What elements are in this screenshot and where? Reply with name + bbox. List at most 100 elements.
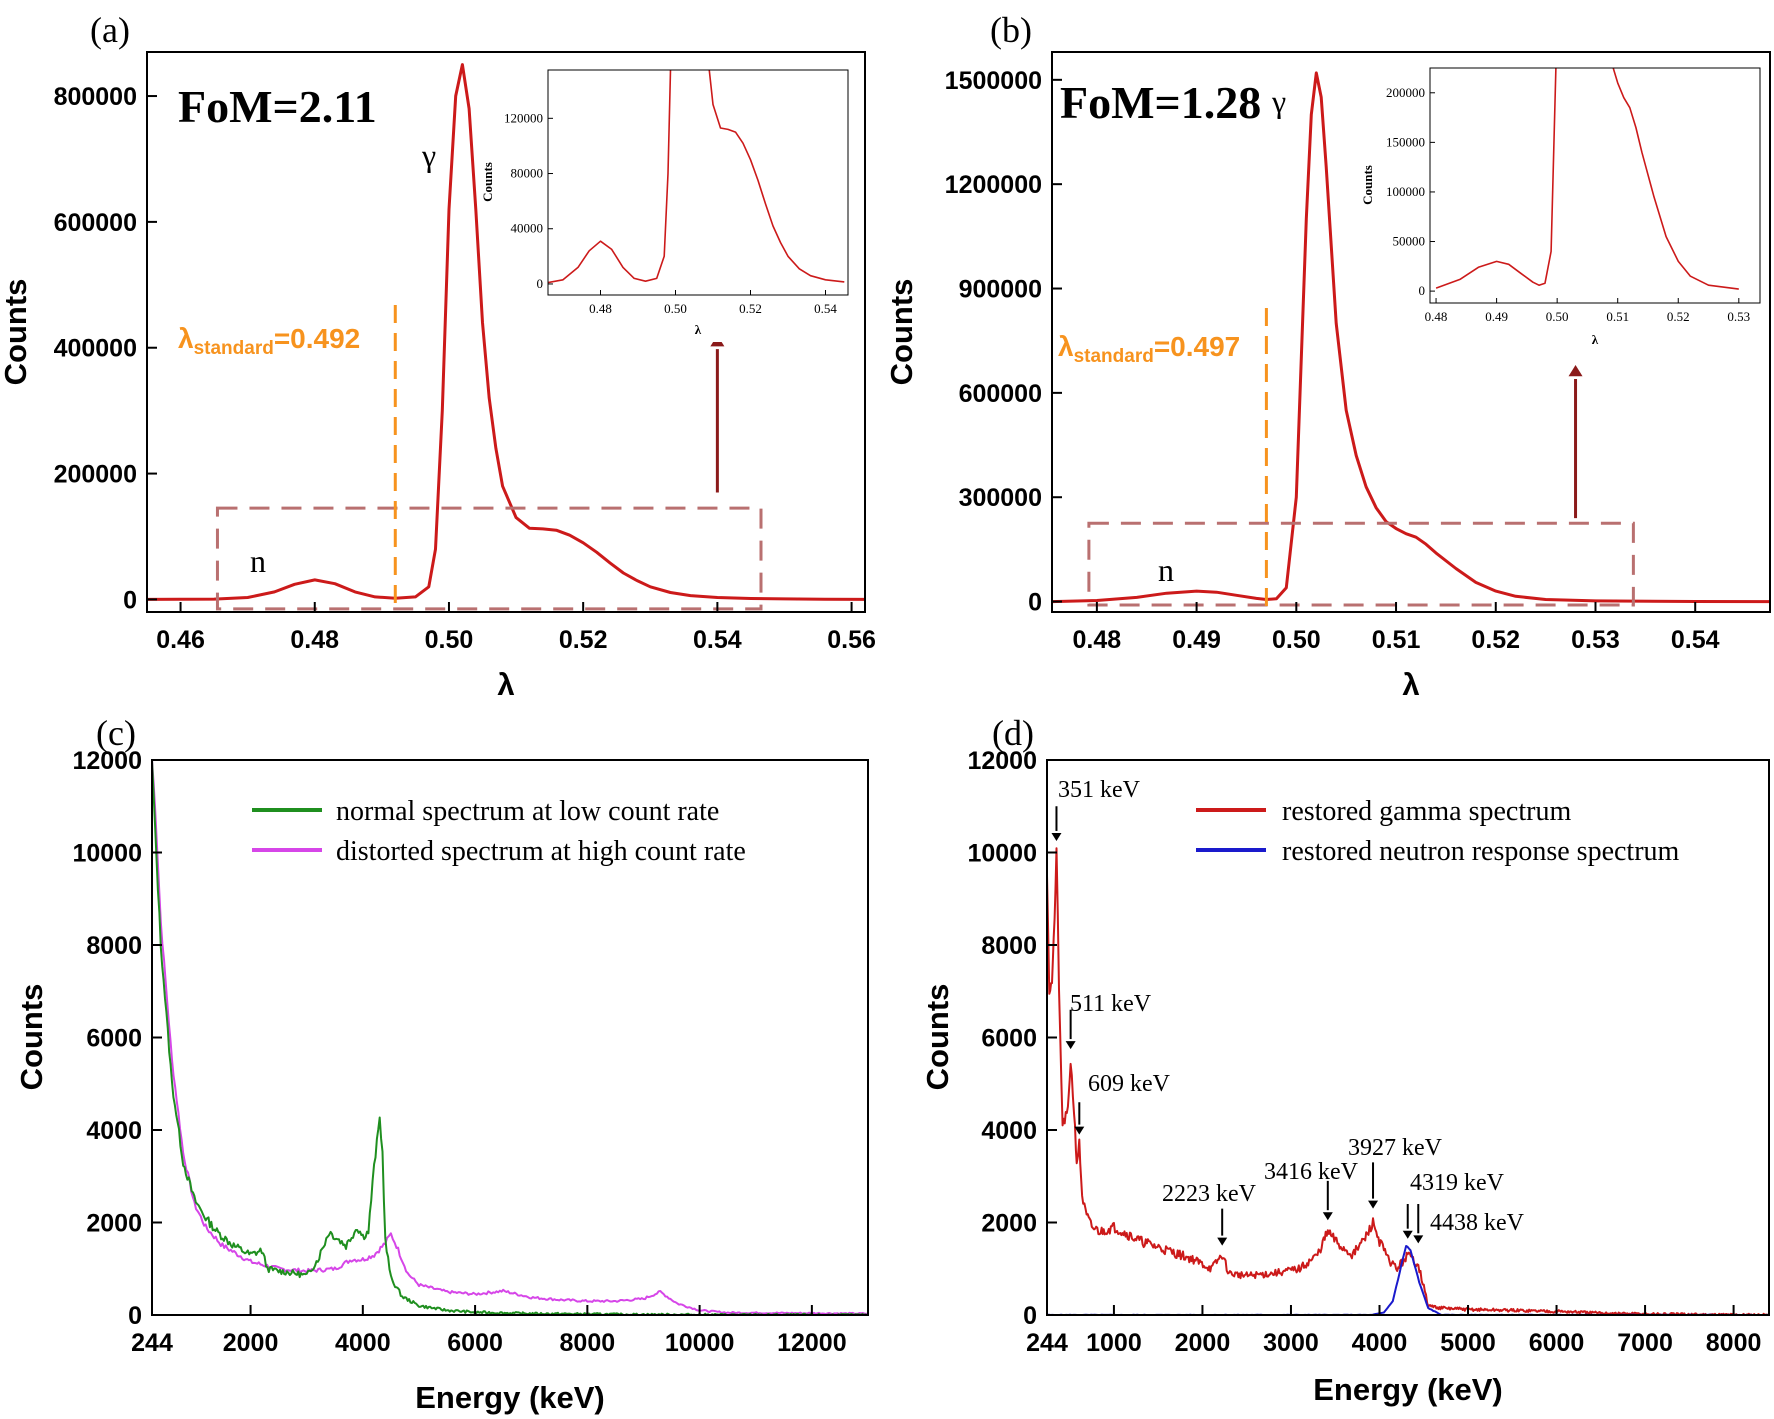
panel-label-d: (d) <box>992 713 1034 753</box>
b-x-tick-label-5: 0.53 <box>1571 626 1620 654</box>
c-legend: normal spectrum at low count rate distor… <box>252 796 746 867</box>
c-x-tick-label-0: 244 <box>131 1329 173 1357</box>
a-inset-y-tick-label-1: 40000 <box>511 221 544 236</box>
b-y-tick-label-5: 1500000 <box>945 67 1042 95</box>
d-x-ticks: 244 1000 2000 3000 4000 5000 6000 7000 8000 <box>1026 1305 1761 1357</box>
c-y-tick-label-4: 8000 <box>86 932 142 960</box>
peak-label-351: 351 keV <box>1058 777 1141 803</box>
c-x-tick-label-1: 2000 <box>223 1329 279 1357</box>
b-inset-y-tick-label-0: 0 <box>1419 283 1426 298</box>
a-y-tick-label-0: 0 <box>123 586 137 614</box>
c-x-tick-label-3: 6000 <box>447 1329 503 1357</box>
b-gamma-label: γ <box>1271 83 1286 119</box>
panel-d: (d) 244 1000 2000 3000 4000 5000 6000 7000 8000 … <box>920 713 1770 1407</box>
c-x-tick-label-6: 12000 <box>777 1329 847 1357</box>
panel-label-c: (c) <box>96 713 136 753</box>
c-x-tick-label-5: 10000 <box>665 1329 735 1357</box>
peak-label-4319: 4319 keV <box>1410 1170 1505 1196</box>
d-peak-arrow-head-4319 <box>1402 1230 1413 1239</box>
d-legend-label-red: restored gamma spectrum <box>1282 796 1571 827</box>
b-inset-line <box>1435 68 1739 290</box>
d-y-tick-label-0: 0 <box>1023 1302 1037 1330</box>
b-inset-x-ticks: 0.48 0.49 0.50 0.51 0.52 0.53 <box>1425 298 1750 324</box>
b-fom-annotation: FoM=1.28 <box>1060 77 1261 128</box>
a-gamma-label: γ <box>421 137 436 173</box>
d-y-tick-label-3: 6000 <box>981 1025 1037 1053</box>
b-x-tick-label-2: 0.50 <box>1272 626 1321 654</box>
b-plot-frame <box>1051 51 1771 613</box>
d-y-tick-label-5: 10000 <box>967 840 1037 868</box>
d-peak-arrow-head-2223 <box>1217 1237 1228 1246</box>
a-y-tick-label-1: 200000 <box>54 461 137 489</box>
b-inset-x-tick-label-0: 0.48 <box>1425 309 1448 324</box>
peak-label-3927: 3927 keV <box>1348 1135 1443 1161</box>
d-y-axis-label: Counts <box>920 984 955 1091</box>
d-x-tick-label-2: 2000 <box>1175 1329 1231 1357</box>
d-x-tick-label-4: 4000 <box>1352 1329 1408 1357</box>
c-x-tick-label-2: 4000 <box>335 1329 391 1357</box>
b-inset-background <box>1365 62 1767 352</box>
a-psd-line <box>146 63 866 601</box>
d-peak-arrow-head-3416 <box>1322 1212 1333 1221</box>
c-y-tick-label-6: 12000 <box>72 747 142 775</box>
b-inset-y-tick-label-4: 200000 <box>1386 85 1425 100</box>
a-inset-y-ticks: 0 40000 80000 120000 <box>504 110 553 291</box>
b-y-tick-label-1: 300000 <box>959 484 1042 512</box>
a-inset-line <box>548 70 845 284</box>
b-inset-x-tick-label-5: 0.53 <box>1727 309 1750 324</box>
a-inset-frame <box>547 69 849 296</box>
b-x-tick-label-4: 0.52 <box>1471 626 1520 654</box>
b-psd-line <box>1051 71 1771 604</box>
a-inset-y-label: Counts <box>480 162 495 202</box>
d-x-tick-label-5: 5000 <box>1440 1329 1496 1357</box>
a-inset-x-tick-label-2: 0.52 <box>739 301 762 316</box>
b-zoom-box-layer <box>1087 521 1635 607</box>
a-x-tick-label-1: 0.48 <box>290 626 339 654</box>
b-inset-clip-group <box>1435 68 1739 290</box>
b-inset-y-tick-label-1: 50000 <box>1393 234 1426 249</box>
d-peak-arrow-head-351 <box>1051 832 1062 841</box>
d-y-tick-label-6: 12000 <box>967 747 1037 775</box>
a-inset-x-tick-label-0: 0.48 <box>589 301 612 316</box>
d-x-tick-label-3: 3000 <box>1263 1329 1319 1357</box>
a-x-tick-label-4: 0.54 <box>693 626 742 654</box>
a-y-tick-label-3: 600000 <box>54 209 137 237</box>
b-lambda-standard-annotation: λstandard=0.497 <box>1058 331 1240 367</box>
peak-label-2223: 2223 keV <box>1162 1181 1257 1207</box>
d-y-tick-label-4: 8000 <box>981 932 1037 960</box>
a-inset-curve-layer <box>548 70 845 284</box>
a-inset-background <box>490 62 862 342</box>
panel-c: (c) 244 2000 4000 6000 8000 10000 12000 0 2000 4… <box>14 713 869 1415</box>
b-y-ticks: 0 300000 600000 900000 1200000 1500000 <box>945 67 1062 617</box>
d-y-ticks: 0 2000 4000 6000 8000 10000 12000 <box>967 747 1057 1330</box>
panel-label-a: (a) <box>90 10 130 50</box>
b-y-tick-label-3: 900000 <box>959 276 1042 304</box>
c-y-tick-label-3: 6000 <box>86 1025 142 1053</box>
c-y-tick-label-5: 10000 <box>72 840 142 868</box>
c-x-ticks: 244 2000 4000 6000 8000 10000 12000 <box>131 1305 847 1357</box>
a-arrow-layer <box>710 335 725 493</box>
c-x-tick-label-4: 8000 <box>560 1329 616 1357</box>
d-legend: restored gamma spectrum restored neutron… <box>1196 796 1680 867</box>
a-plot-frame <box>146 51 866 613</box>
a-y-tick-label-4: 800000 <box>54 83 137 111</box>
b-y-tick-label-4: 1200000 <box>945 171 1042 199</box>
d-x-tick-label-8: 8000 <box>1706 1329 1762 1357</box>
peak-label-4438: 4438 keV <box>1430 1210 1525 1236</box>
b-inset-y-label: Counts <box>1360 165 1375 205</box>
d-x-tick-label-0: 244 <box>1026 1329 1068 1357</box>
a-inset-y-tick-label-3: 120000 <box>504 110 543 125</box>
b-y-tick-label-0: 0 <box>1028 589 1042 617</box>
b-inset-curve-layer <box>1435 68 1739 290</box>
b-arrow-layer <box>1568 365 1583 519</box>
b-inset-x-tick-label-4: 0.52 <box>1667 309 1690 324</box>
d-peak-arrow-head-4438 <box>1413 1235 1424 1244</box>
peak-label-511: 511 keV <box>1070 991 1152 1017</box>
b-inset-x-tick-label-3: 0.51 <box>1606 309 1629 324</box>
d-neutron-line <box>1046 1245 1770 1316</box>
b-inset-x-tick-label-1: 0.49 <box>1485 309 1508 324</box>
a-x-tick-label-2: 0.50 <box>425 626 474 654</box>
b-y-tick-label-2: 600000 <box>959 380 1042 408</box>
b-x-axis-label: λ <box>1402 667 1419 702</box>
